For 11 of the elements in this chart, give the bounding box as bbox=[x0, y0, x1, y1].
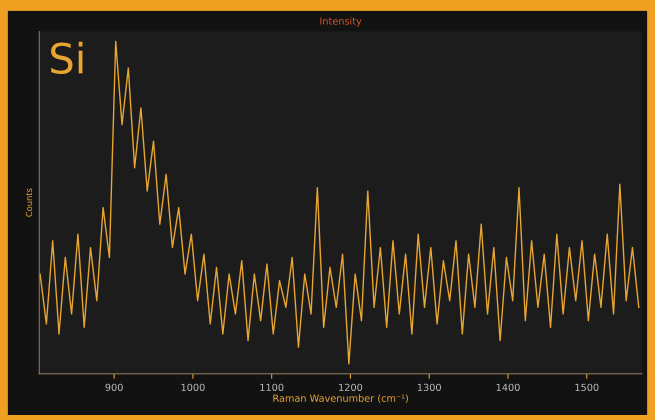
x-tick-label: 1300 bbox=[418, 384, 441, 392]
x-tick-label: 900 bbox=[105, 384, 123, 392]
chart-title: Intensity bbox=[320, 17, 362, 27]
x-tick-label: 1400 bbox=[496, 384, 520, 392]
x-tick-label: 1000 bbox=[182, 384, 205, 392]
x-tick-label: 1200 bbox=[339, 384, 362, 392]
annotation: Si bbox=[51, 42, 82, 74]
x-axis-title: Raman Wavenumber (cm⁻¹) bbox=[273, 394, 408, 403]
x-tick-label: 1100 bbox=[260, 384, 284, 392]
y-axis-title: Counts bbox=[26, 188, 32, 217]
x-tick-label: 1500 bbox=[575, 384, 598, 392]
